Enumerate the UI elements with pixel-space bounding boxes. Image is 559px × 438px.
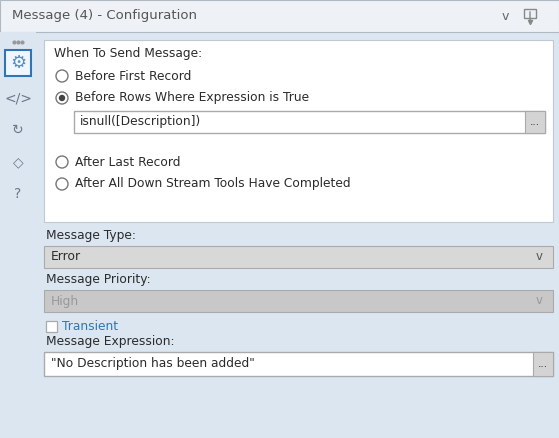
- Text: Message Priority:: Message Priority:: [46, 273, 150, 286]
- FancyBboxPatch shape: [44, 352, 553, 376]
- Text: ⚙: ⚙: [10, 54, 26, 72]
- Text: ...: ...: [538, 359, 548, 369]
- Text: Message Expression:: Message Expression:: [46, 336, 174, 349]
- Text: v: v: [536, 294, 542, 307]
- Text: ?: ?: [15, 187, 22, 201]
- Text: Message Type:: Message Type:: [46, 230, 136, 243]
- Text: Error: Error: [51, 251, 81, 264]
- FancyBboxPatch shape: [44, 290, 553, 312]
- Text: "No Description has been added": "No Description has been added": [51, 357, 255, 371]
- Text: Message (4) - Configuration: Message (4) - Configuration: [12, 10, 197, 22]
- Text: High: High: [51, 294, 79, 307]
- Text: v: v: [501, 10, 509, 22]
- FancyBboxPatch shape: [44, 40, 553, 222]
- Text: Before Rows Where Expression is True: Before Rows Where Expression is True: [75, 92, 309, 105]
- FancyBboxPatch shape: [533, 352, 553, 376]
- Text: Transient: Transient: [62, 319, 118, 332]
- Text: After Last Record: After Last Record: [75, 155, 181, 169]
- Text: When To Send Message:: When To Send Message:: [54, 47, 202, 60]
- FancyBboxPatch shape: [74, 111, 545, 133]
- Text: After All Down Stream Tools Have Completed: After All Down Stream Tools Have Complet…: [75, 177, 350, 191]
- Text: </>: </>: [4, 91, 32, 105]
- FancyBboxPatch shape: [0, 0, 559, 32]
- Text: ↻: ↻: [12, 123, 24, 137]
- FancyBboxPatch shape: [0, 32, 36, 438]
- Text: v: v: [536, 251, 542, 264]
- FancyBboxPatch shape: [525, 111, 545, 133]
- Text: ◇: ◇: [13, 155, 23, 169]
- Circle shape: [59, 95, 65, 101]
- FancyBboxPatch shape: [46, 321, 57, 332]
- Text: ...: ...: [530, 117, 540, 127]
- Text: Before First Record: Before First Record: [75, 70, 191, 82]
- FancyBboxPatch shape: [44, 246, 553, 268]
- FancyBboxPatch shape: [5, 50, 31, 76]
- Text: isnull([Description]): isnull([Description]): [80, 116, 201, 128]
